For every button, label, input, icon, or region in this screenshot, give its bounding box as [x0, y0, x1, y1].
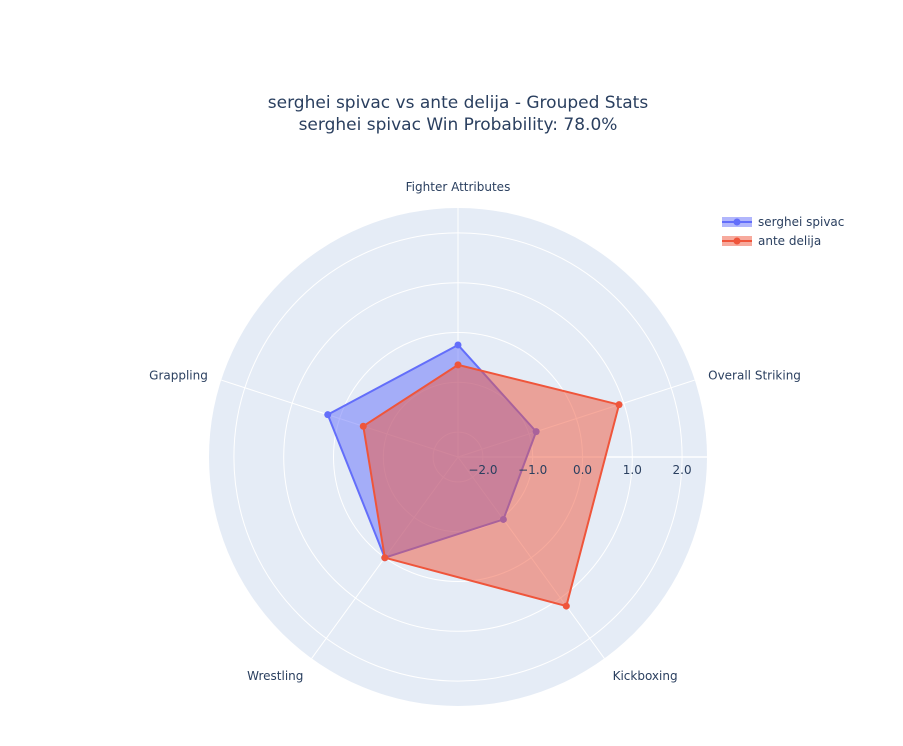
- legend-marker: [733, 218, 741, 226]
- radial-tick-label: −1.0: [518, 463, 547, 477]
- chart-title-line-2: serghei spivac Win Probability: 78.0%: [299, 115, 618, 135]
- series-area: [362, 363, 621, 608]
- data-point: [615, 401, 623, 409]
- data-point: [454, 361, 462, 369]
- category-label: Wrestling: [247, 669, 303, 683]
- data-point: [324, 411, 332, 419]
- category-label: Kickboxing: [613, 669, 678, 683]
- radial-tick-label: −2.0: [468, 463, 497, 477]
- category-label: Overall Striking: [708, 369, 801, 383]
- series-group: [324, 341, 623, 610]
- legend-label: serghei spivac: [758, 215, 844, 229]
- legend-item[interactable]: ante delija: [722, 234, 821, 248]
- legend-marker: [733, 237, 741, 245]
- data-point: [454, 341, 462, 349]
- radial-tick-label: 2.0: [673, 463, 692, 477]
- data-point: [381, 554, 389, 562]
- legend-label: ante delija: [758, 234, 821, 248]
- radial-tick-group: −2.0 −1.0 0.0 1.0 2.0: [468, 463, 691, 477]
- category-label: Grappling: [149, 369, 208, 383]
- radial-tick-label: 1.0: [623, 463, 642, 477]
- category-label: Fighter Attributes: [406, 180, 511, 194]
- angular-label-group: Fighter Attributes Overall Striking Kickbo…: [149, 180, 801, 683]
- chart-title-line-1: serghei spivac vs ante delija - Grouped …: [268, 93, 649, 113]
- radial-tick-label: 0.0: [573, 463, 592, 477]
- legend-item[interactable]: serghei spivac: [722, 215, 844, 229]
- data-point: [562, 602, 570, 610]
- legend: serghei spivac ante delija: [722, 215, 844, 248]
- data-point: [359, 422, 367, 430]
